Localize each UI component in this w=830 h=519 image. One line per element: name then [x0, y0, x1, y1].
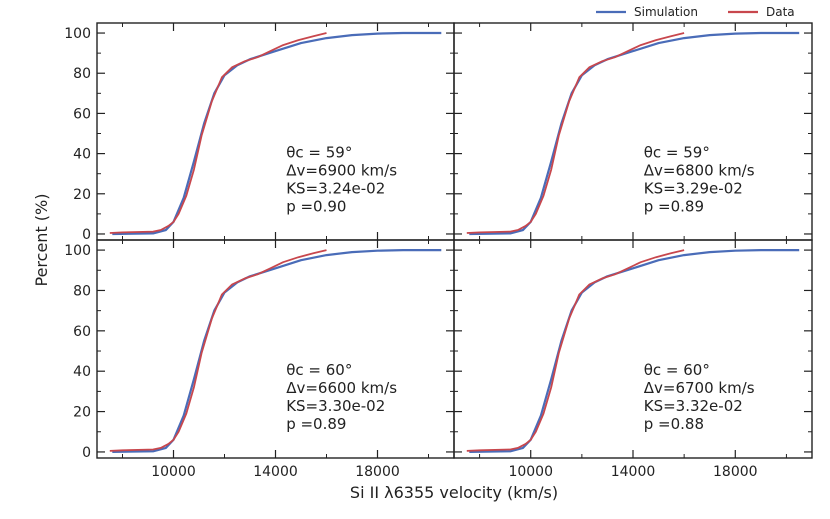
- simulation-line: [469, 249, 800, 453]
- annotation-line: KS=3.30e-02: [286, 397, 385, 415]
- y-axis-label: Percent (%): [32, 194, 51, 287]
- y-tick-label: 40: [73, 364, 91, 380]
- annotation-line: θc = 60°: [644, 361, 710, 379]
- annotation-line: KS=3.24e-02: [286, 180, 385, 198]
- panel-frame: [96, 22, 455, 241]
- x-axis-label: Si II λ6355 velocity (km/s): [350, 483, 558, 502]
- y-tick-label: 0: [82, 227, 91, 243]
- x-tick-label: 10000: [151, 464, 196, 480]
- annotation-line: p =0.90: [286, 198, 346, 216]
- y-tick-label: 40: [73, 147, 91, 163]
- panel-frame: [453, 22, 813, 241]
- y-tick-label: 80: [73, 66, 91, 82]
- annotation-line: p =0.88: [644, 415, 704, 433]
- legend-data-label: Data: [766, 5, 795, 19]
- annotation-line: KS=3.32e-02: [644, 397, 743, 415]
- panel-top-left: 0 20 40 60 80 100 θc = 59°Δv=6900 km/sKS=3.24e…: [64, 22, 455, 243]
- panel-frame: [453, 239, 813, 459]
- annotation-line: p =0.89: [286, 415, 346, 433]
- y-tick-label: 60: [73, 324, 91, 340]
- y-tick-label: 60: [73, 106, 91, 122]
- annotation-line: p =0.89: [644, 198, 704, 216]
- annotation-line: Δv=6900 km/s: [286, 162, 397, 180]
- panel-top-right: θc = 59°Δv=6800 km/sKS=3.29e-02p =0.89: [453, 22, 813, 241]
- annotation-line: Δv=6800 km/s: [644, 162, 755, 180]
- x-tick-label: 14000: [611, 464, 656, 480]
- x-tick-label: 18000: [355, 464, 400, 480]
- x-tick-label: 14000: [253, 464, 298, 480]
- annotation-line: θc = 59°: [286, 144, 352, 162]
- legend: Simulation Data: [596, 5, 795, 19]
- data-line: [109, 32, 327, 234]
- simulation-line: [112, 249, 442, 453]
- y-tick-label: 20: [73, 187, 91, 203]
- panel-bottom-right: 10000 14000 18000 θc = 60°Δv=6700 km/sKS=3.…: [453, 239, 813, 480]
- y-tick-label: 20: [73, 405, 91, 421]
- annotation-line: KS=3.29e-02: [644, 180, 743, 198]
- x-tick-label: 10000: [508, 464, 553, 480]
- data-line: [109, 249, 327, 452]
- y-tick-label: 80: [73, 283, 91, 299]
- panel-frame: [96, 239, 455, 459]
- y-tick-label: 100: [64, 26, 91, 42]
- x-tick-label: 18000: [713, 464, 758, 480]
- legend-simulation-label: Simulation: [634, 5, 698, 19]
- data-line: [466, 249, 685, 452]
- simulation-line: [112, 31, 442, 236]
- annotation-line: θc = 60°: [286, 361, 352, 379]
- annotation-line: Δv=6600 km/s: [286, 379, 397, 397]
- annotation-line: Δv=6700 km/s: [644, 379, 755, 397]
- data-line: [466, 32, 685, 234]
- annotation-line: θc = 59°: [644, 144, 710, 162]
- simulation-line: [469, 31, 800, 236]
- y-tick-label: 100: [64, 243, 91, 259]
- y-tick-label: 0: [82, 445, 91, 461]
- panel-bottom-left: 10000 14000 18000 0 20 40 60 80 100 θc = 60°Δv=66…: [64, 239, 455, 480]
